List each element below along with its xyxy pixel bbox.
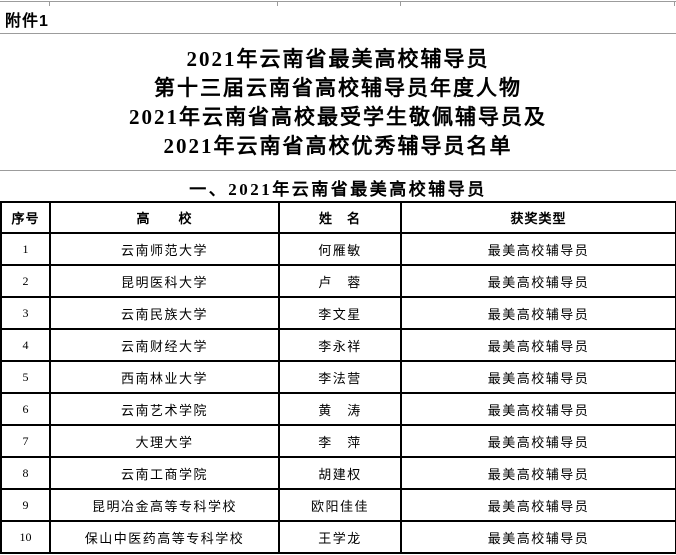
cell-no: 3	[0, 296, 51, 330]
cell-award: 最美高校辅导员	[400, 424, 676, 458]
cell-school: 云南财经大学	[49, 328, 280, 362]
cell-name: 王学龙	[278, 520, 402, 554]
cell-name: 李法营	[278, 360, 402, 394]
cell-no: 5	[0, 360, 51, 394]
cell-school: 大理大学	[49, 424, 280, 458]
title-line-4: 2021年云南省高校优秀辅导员名单	[163, 134, 513, 158]
divider-line	[0, 33, 676, 34]
cell-name: 胡建权	[278, 456, 402, 490]
col-header-award: 获奖类型	[400, 201, 676, 234]
attachment-label: 附件1	[5, 13, 49, 30]
cell-award: 最美高校辅导员	[400, 328, 676, 362]
cell-name: 卢 蓉	[278, 264, 402, 298]
table-row: 3 云南民族大学 李文星 最美高校辅导员	[0, 296, 676, 330]
cell-no: 1	[0, 232, 51, 266]
title-line-2: 第十三届云南省高校辅导员年度人物	[154, 76, 522, 100]
table-row: 7 大理大学 李 萍 最美高校辅导员	[0, 424, 676, 458]
cell-name: 欧阳佳佳	[278, 488, 402, 522]
cell-school: 保山中医药高等专科学校	[49, 520, 280, 554]
cell-no: 4	[0, 328, 51, 362]
title-line-3: 2021年云南省高校最受学生敬佩辅导员及	[129, 105, 547, 129]
cell-school: 昆明冶金高等专科学校	[49, 488, 280, 522]
cell-award: 最美高校辅导员	[400, 520, 676, 554]
table-row: 10 保山中医药高等专科学校 王学龙 最美高校辅导员	[0, 520, 676, 554]
table-row: 5 西南林业大学 李法营 最美高校辅导员	[0, 360, 676, 394]
cell-award: 最美高校辅导员	[400, 488, 676, 522]
cell-name: 何雁敏	[278, 232, 402, 266]
cell-name: 李文星	[278, 296, 402, 330]
cell-no: 7	[0, 424, 51, 458]
cell-name: 黄 涛	[278, 392, 402, 426]
cell-award: 最美高校辅导员	[400, 392, 676, 426]
table-row: 9 昆明冶金高等专科学校 欧阳佳佳 最美高校辅导员	[0, 488, 676, 522]
column-tick	[49, 2, 50, 6]
table-header-row: 序号 高 校 姓 名 获奖类型	[0, 201, 676, 234]
cell-award: 最美高校辅导员	[400, 264, 676, 298]
col-header-name: 姓 名	[278, 201, 402, 234]
cell-name: 李永祥	[278, 328, 402, 362]
col-header-no: 序号	[0, 201, 51, 234]
cell-no: 9	[0, 488, 51, 522]
cell-award: 最美高校辅导员	[400, 360, 676, 394]
table-row: 1 云南师范大学 何雁敏 最美高校辅导员	[0, 232, 676, 266]
document-title: 2021年云南省最美高校辅导员 第十三届云南省高校辅导员年度人物 2021年云南…	[0, 45, 676, 161]
title-line-1: 2021年云南省最美高校辅导员	[186, 47, 490, 71]
cell-award: 最美高校辅导员	[400, 232, 676, 266]
cell-school: 云南艺术学院	[49, 392, 280, 426]
cell-no: 8	[0, 456, 51, 490]
cell-award: 最美高校辅导员	[400, 296, 676, 330]
grid-remnant-line-top	[0, 1, 676, 2]
column-tick	[277, 2, 278, 6]
table-row: 6 云南艺术学院 黄 涛 最美高校辅导员	[0, 392, 676, 426]
cell-school: 昆明医科大学	[49, 264, 280, 298]
cell-no: 10	[0, 520, 51, 554]
cell-no: 6	[0, 392, 51, 426]
cell-award: 最美高校辅导员	[400, 456, 676, 490]
divider-line	[0, 170, 676, 171]
table-row: 2 昆明医科大学 卢 蓉 最美高校辅导员	[0, 264, 676, 298]
cell-school: 西南林业大学	[49, 360, 280, 394]
table-row: 8 云南工商学院 胡建权 最美高校辅导员	[0, 456, 676, 490]
table-row: 4 云南财经大学 李永祥 最美高校辅导员	[0, 328, 676, 362]
cell-no: 2	[0, 264, 51, 298]
award-table: 序号 高 校 姓 名 获奖类型 1 云南师范大学 何雁敏 最美高校辅导员 2 昆…	[0, 201, 676, 554]
section-heading: 一、2021年云南省最美高校辅导员	[189, 180, 487, 199]
cell-school: 云南工商学院	[49, 456, 280, 490]
cell-school: 云南师范大学	[49, 232, 280, 266]
cell-name: 李 萍	[278, 424, 402, 458]
column-tick	[674, 2, 675, 6]
cell-school: 云南民族大学	[49, 296, 280, 330]
column-tick	[400, 2, 401, 6]
col-header-school: 高 校	[49, 201, 280, 234]
